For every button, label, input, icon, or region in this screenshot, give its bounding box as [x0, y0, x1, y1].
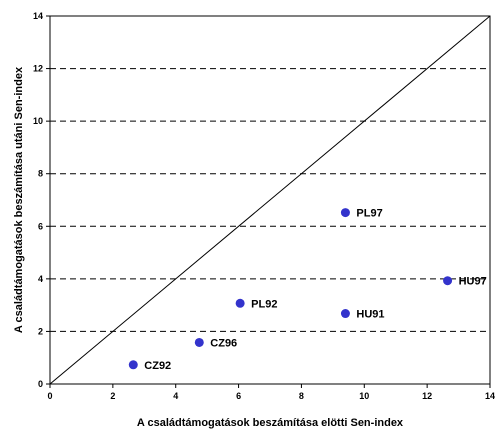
data-point-cz96 [194, 337, 204, 347]
data-label-hu97: HU97 [459, 276, 487, 288]
data-point-hu91 [340, 309, 350, 319]
y-axis-ticks: 0 2 4 6 8 10 12 14 [33, 11, 50, 389]
x-axis-ticks: 0 2 4 6 8 10 12 14 [47, 384, 495, 401]
x-tick-label: 0 [47, 391, 52, 401]
y-tick-label: 12 [33, 64, 43, 74]
data-label-pl97: PL97 [356, 208, 382, 220]
data-point-cz92 [128, 360, 138, 370]
y-tick-label: 14 [33, 11, 43, 21]
reference-line-group [49, 15, 491, 385]
reference-line [49, 15, 491, 385]
data-point-hu97 [443, 276, 453, 286]
y-tick-label: 4 [38, 274, 43, 284]
data-points: CZ92 CZ96 PL92 HU91 PL97 HU97 [128, 208, 487, 372]
data-label-cz96: CZ96 [210, 337, 237, 349]
data-label-pl92: PL92 [251, 298, 277, 310]
data-label-hu91: HU91 [356, 309, 384, 321]
y-tick-label: 8 [38, 169, 43, 179]
y-tick-label: 6 [38, 221, 43, 231]
y-axis-title: A családtámogatások beszámítása utáni Se… [13, 66, 25, 333]
gridlines [50, 68, 490, 332]
x-tick-label: 14 [485, 391, 495, 401]
data-point-pl97 [340, 208, 350, 218]
x-tick-label: 6 [236, 391, 241, 401]
x-tick-label: 8 [299, 391, 304, 401]
x-tick-label: 10 [359, 391, 369, 401]
data-label-cz92: CZ92 [144, 360, 171, 372]
x-tick-label: 12 [422, 391, 432, 401]
data-point-pl92 [235, 298, 245, 308]
y-tick-label: 10 [33, 116, 43, 126]
y-tick-label: 0 [38, 379, 43, 389]
x-tick-label: 2 [110, 391, 115, 401]
x-tick-label: 4 [173, 391, 178, 401]
y-tick-label: 2 [38, 326, 43, 336]
x-axis-title: A családtámogatások beszámítása elötti S… [137, 417, 404, 429]
